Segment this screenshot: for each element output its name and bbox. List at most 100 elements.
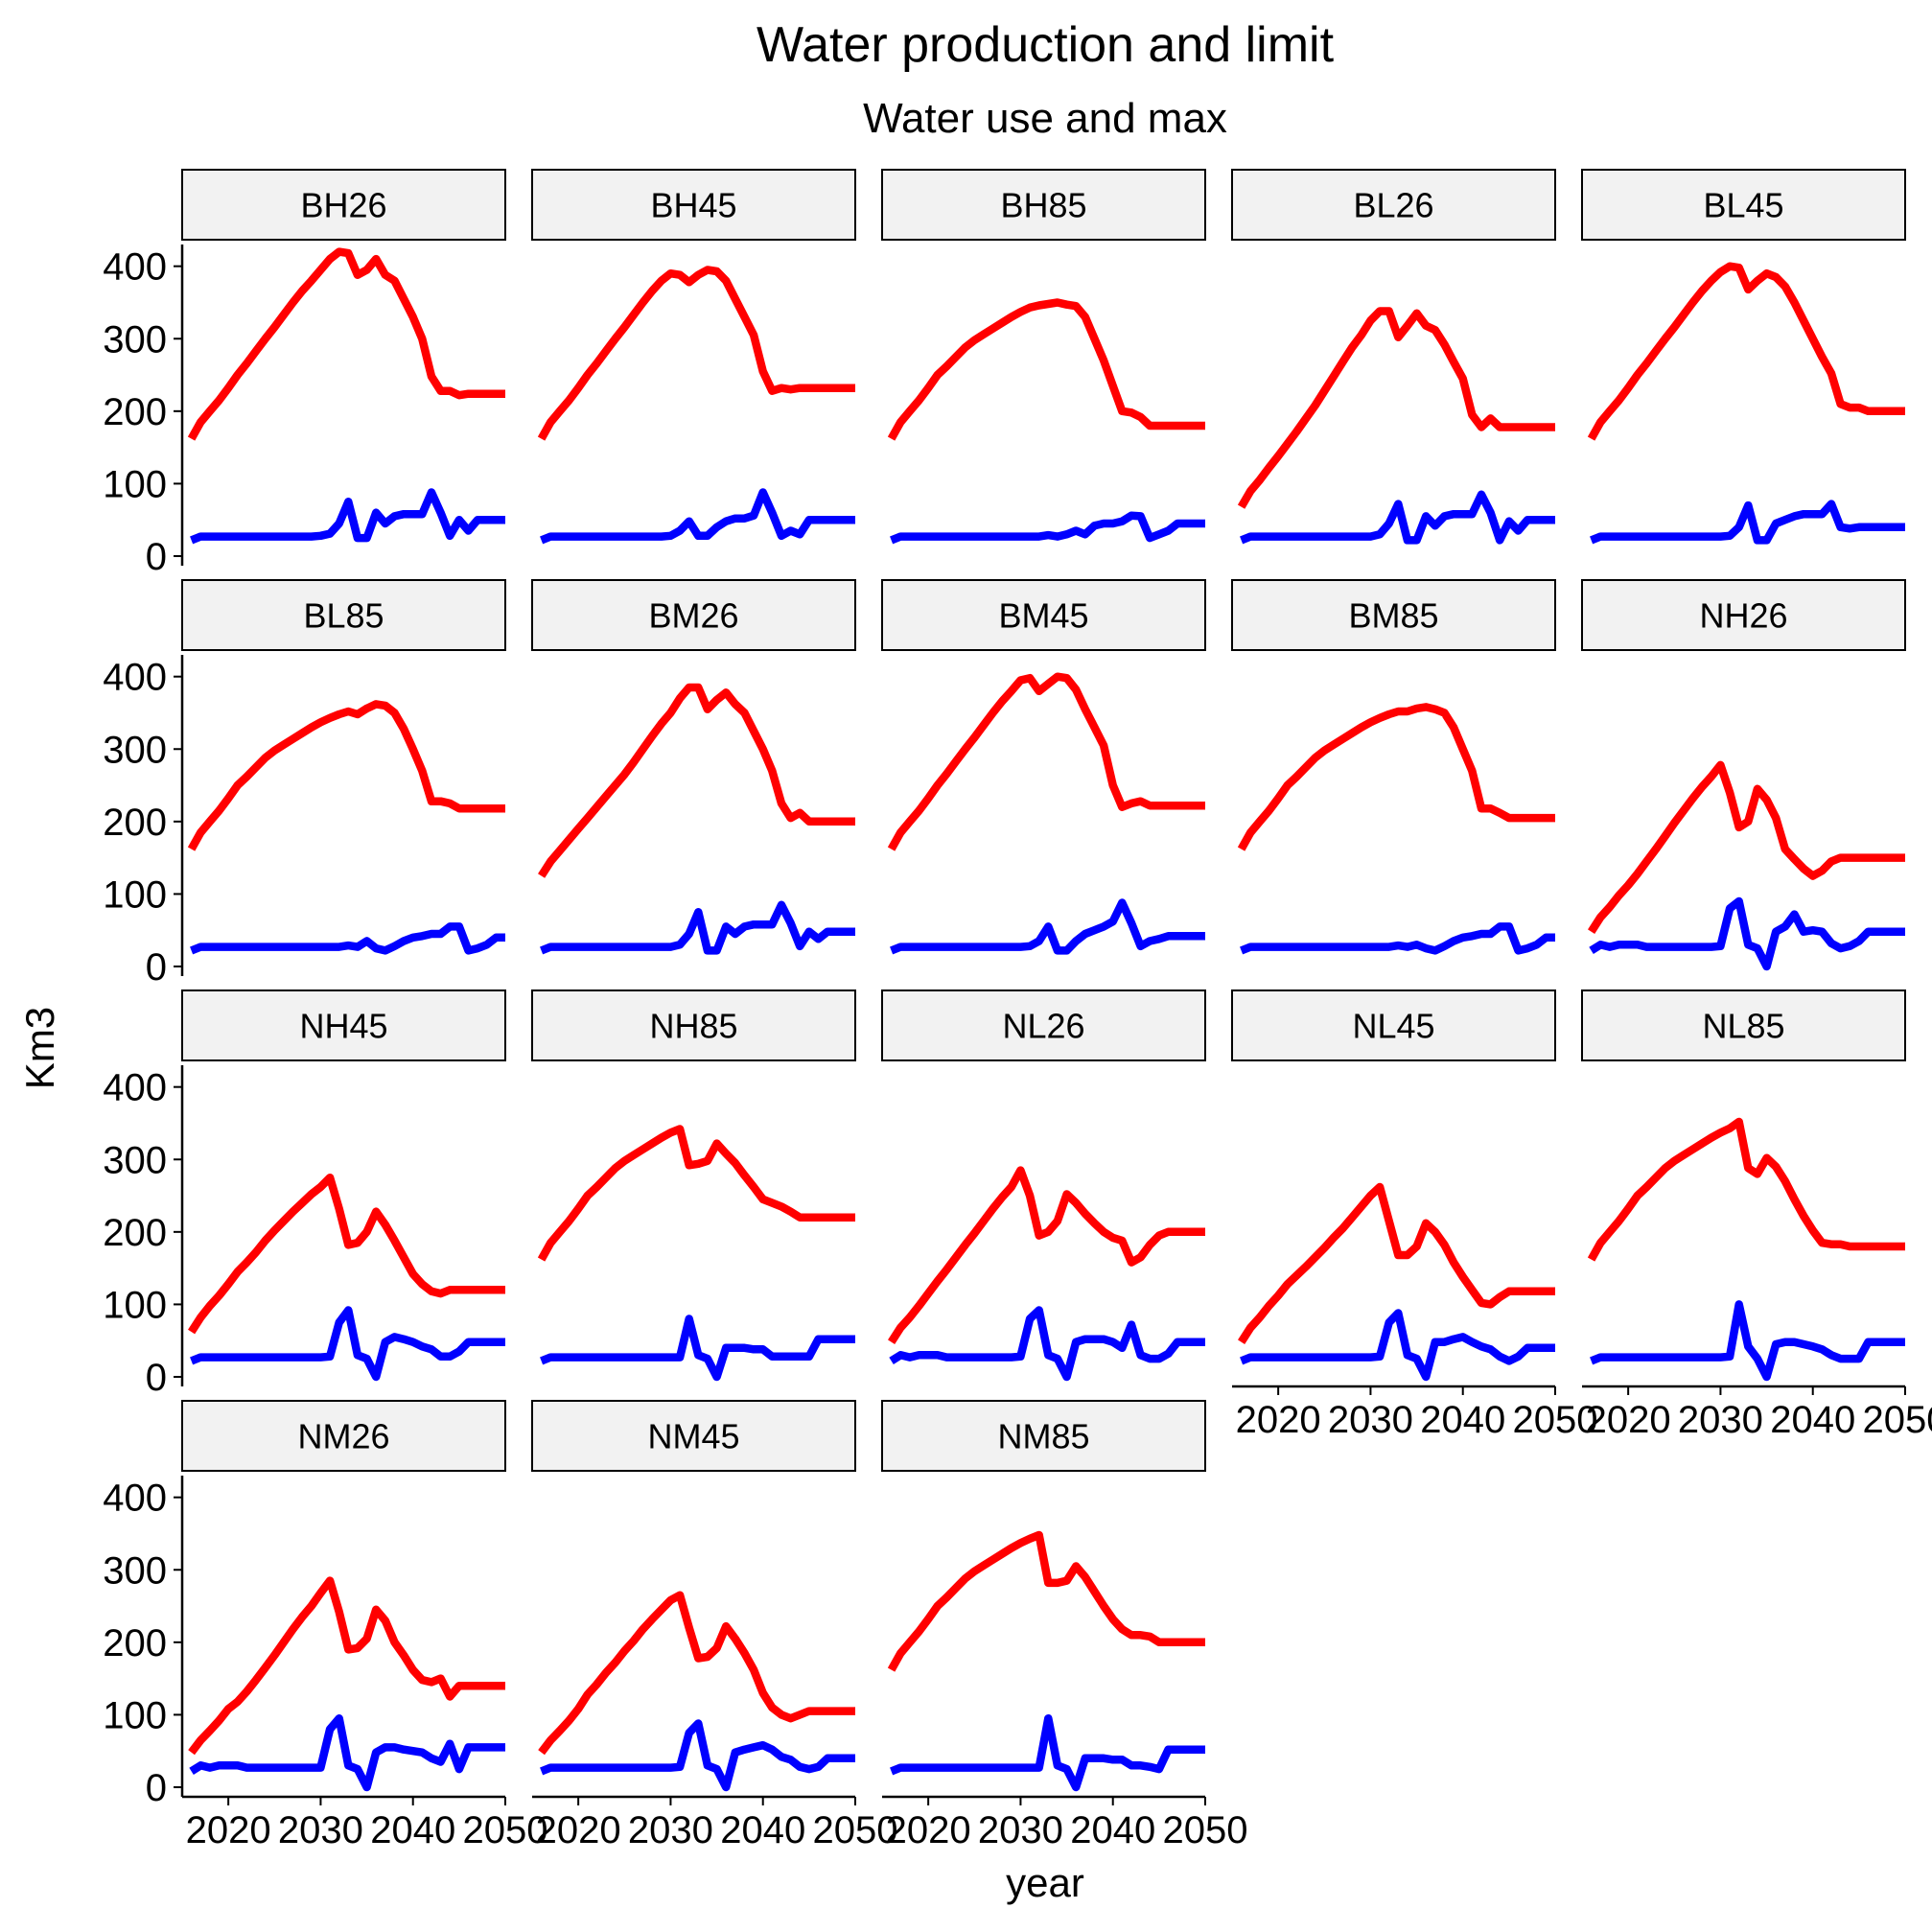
facet-strip-label: NM26: [297, 1417, 389, 1456]
series-line-production: [538, 1591, 855, 1756]
x-tick-label: 2040: [1070, 1809, 1155, 1851]
x-tick-label: 2040: [1770, 1399, 1855, 1441]
facet-strip: [1231, 579, 1556, 651]
series-line-limit: [1240, 490, 1555, 545]
facet-panel-bh45: BH45: [531, 169, 856, 545]
y-tick-label: 200: [103, 802, 167, 844]
series-line-production: [888, 1166, 1205, 1344]
facet-strip-label: NH45: [299, 1007, 387, 1046]
y-tick-label: 300: [103, 1549, 167, 1592]
facet-panel-nh26: NH26: [1581, 579, 1906, 971]
facet-panel-bl45: BL45: [1581, 169, 1906, 545]
series-line-production: [887, 672, 1205, 851]
facet-strip: [881, 579, 1206, 651]
x-tick-label: 2030: [628, 1809, 713, 1851]
chart-title: Water production and limit: [757, 17, 1335, 73]
facet-strip: [1581, 169, 1906, 241]
x-axis-title: year: [1006, 1860, 1084, 1905]
facet-panel-bh85: BH85: [881, 169, 1206, 545]
facet-strip: [881, 989, 1206, 1061]
x-tick-label: 2050: [1513, 1399, 1598, 1441]
series-line-production: [188, 1576, 505, 1756]
facet-panel-bm45: BM45: [881, 579, 1206, 955]
facet-strip-label: NL85: [1702, 1007, 1784, 1046]
facet-panel-nl45: NL45 2020 2030 2040 2050: [1231, 989, 1598, 1441]
x-tick-label: 2050: [463, 1809, 548, 1851]
y-tick-label: 0: [146, 946, 167, 989]
facet-strip-label: BM26: [648, 596, 738, 636]
series-line-limit: [189, 1713, 505, 1792]
series-line-limit: [540, 1719, 855, 1792]
facet-strip-label: NH26: [1699, 596, 1787, 636]
x-tick-label: 2020: [1586, 1399, 1671, 1441]
series-line-limit: [890, 511, 1205, 545]
series-line-limit: [1240, 1309, 1555, 1382]
series-line-production: [1587, 262, 1905, 441]
series-line-production: [538, 683, 855, 878]
facet-panel-nm85: NM85 2020 2030 2040 2050: [881, 1400, 1248, 1851]
facet-strip: [181, 989, 506, 1061]
facet-strip: [1231, 169, 1556, 241]
y-tick-label: 400: [103, 657, 167, 699]
y-tick-label: 100: [103, 1284, 167, 1326]
facet-strip: [531, 989, 856, 1061]
series-line-limit: [190, 1306, 505, 1382]
x-tick-label: 2030: [978, 1809, 1063, 1851]
x-tick-label: 2030: [1678, 1399, 1763, 1441]
y-tick-label: 200: [103, 1622, 167, 1664]
series-line-limit: [190, 922, 505, 955]
series-line-production: [1588, 760, 1905, 934]
y-tick-label: 400: [103, 1478, 167, 1520]
y-tick-label: 0: [146, 536, 167, 578]
x-tick-label: 2030: [278, 1809, 363, 1851]
y-tick-label: 100: [103, 1694, 167, 1736]
y-tick-label: 100: [103, 463, 167, 505]
series-line-limit: [540, 900, 855, 955]
series-line-limit: [889, 1306, 1205, 1382]
series-line-production: [188, 1173, 505, 1335]
series-line-production: [537, 1125, 855, 1262]
y-tick-label: 200: [103, 1212, 167, 1254]
chart-subtitle: Water use and max: [863, 95, 1227, 142]
x-tick-label: 2020: [886, 1809, 971, 1851]
series-line-limit: [190, 488, 505, 545]
x-tick-label: 2040: [1420, 1399, 1505, 1441]
x-tick-label: 2030: [1328, 1399, 1413, 1441]
facet-strip-label: NH85: [649, 1007, 737, 1046]
facet-strip-label: BH45: [650, 186, 736, 225]
facet-strip-label: NL26: [1002, 1007, 1084, 1046]
x-tick-label: 2020: [536, 1809, 621, 1851]
y-axis-title: Km3: [17, 1007, 62, 1089]
y-tick-label: 0: [146, 1357, 167, 1399]
facet-panel-nm45: NM45 2020 2030 2040 2050: [531, 1400, 897, 1851]
x-tick-label: 2050: [1163, 1809, 1248, 1851]
facet-strip: [531, 169, 856, 241]
y-tick-label: 300: [103, 1139, 167, 1181]
y-tick-label: 400: [103, 246, 167, 289]
y-tick-label: 100: [103, 873, 167, 916]
y-tick-label: 0: [146, 1767, 167, 1809]
facet-strip: [181, 1400, 506, 1472]
facet-strip-label: BL26: [1353, 186, 1433, 225]
series-line-production: [1237, 307, 1555, 509]
facet-strip: [1581, 579, 1906, 651]
series-line-limit: [540, 488, 855, 545]
x-tick-label: 2040: [370, 1809, 455, 1851]
y-tick-label: 300: [103, 318, 167, 361]
facet-strip-label: BL45: [1703, 186, 1783, 225]
series-line-limit: [890, 1713, 1205, 1792]
facet-panel-bl85: BL85 0 100 200 300 400: [103, 579, 506, 989]
facet-panels: BH26 0 100 200 300 400 BH45 BH85 BL26 BL45 BL85 0 10…: [103, 169, 1932, 1851]
facet-strip-label: BH85: [1000, 186, 1086, 225]
series-line-limit: [890, 898, 1205, 955]
series-line-production: [1237, 703, 1555, 851]
facet-panel-nh85: NH85: [531, 989, 856, 1382]
series-line-production: [887, 1530, 1205, 1672]
series-line-limit: [1240, 922, 1555, 955]
x-tick-label: 2020: [186, 1809, 271, 1851]
series-line-production: [187, 700, 505, 851]
facet-panel-nl26: NL26: [881, 989, 1206, 1382]
x-tick-label: 2050: [1863, 1399, 1932, 1441]
series-line-limit: [1589, 896, 1905, 971]
